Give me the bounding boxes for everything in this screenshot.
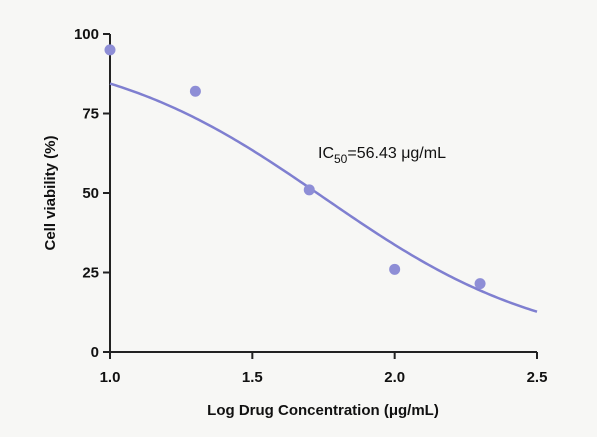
- ic50-annotation: IC50=56.43 μg/mL: [318, 145, 446, 166]
- x-tick-label: 1.0: [100, 369, 121, 386]
- y-axis-title: Cell viability (%): [42, 135, 59, 250]
- ic50-suffix: =56.43 μg/mL: [347, 145, 446, 162]
- x-tick-label: 2.0: [384, 369, 405, 386]
- ic50-subscript: 50: [334, 152, 348, 166]
- data-point: [189, 85, 201, 97]
- y-tick-label: 100: [74, 26, 99, 43]
- axes: [109, 34, 537, 353]
- y-tick-label: 25: [82, 265, 99, 282]
- y-tick-label: 75: [82, 106, 99, 123]
- fit-curve-layer: [109, 82, 538, 313]
- points-layer: [104, 44, 486, 290]
- y-tick-label: 0: [91, 344, 99, 361]
- data-point: [389, 263, 401, 275]
- fit-curve: [109, 82, 538, 313]
- ic50-prefix: IC: [318, 145, 334, 162]
- data-point: [104, 44, 116, 56]
- y-tick-label: 50: [82, 185, 99, 202]
- x-tick-label: 1.5: [242, 369, 263, 386]
- data-point: [474, 278, 486, 290]
- ticks: 1.0 1.5 2.0 2.5 0 25 50 75 100: [74, 26, 547, 386]
- data-point: [303, 184, 315, 196]
- x-axis-title: Log Drug Concentration (μg/mL): [207, 402, 439, 419]
- x-tick-label: 2.5: [527, 369, 548, 386]
